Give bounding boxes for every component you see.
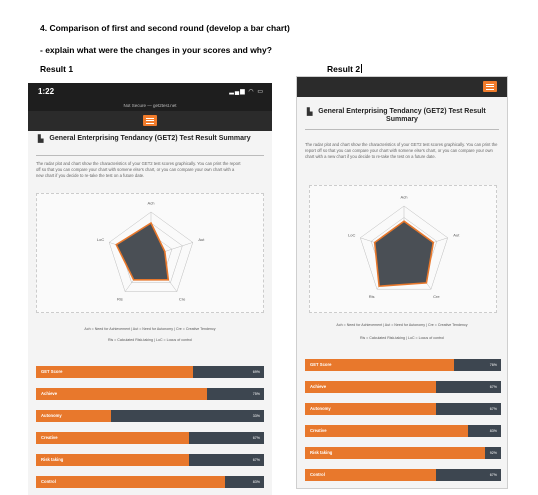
score-bar-label: Achieve <box>41 391 58 396</box>
radar-label-ach: Ach <box>401 195 408 200</box>
radar-score-polygon <box>115 221 170 281</box>
score-bar-row: GET Score 76% <box>305 359 501 371</box>
phone-status-bar: 1:22 ▂▄▆ ◠ ▭ <box>28 83 272 101</box>
score-bar-percent: 67% <box>489 472 497 477</box>
score-bar-percent: 76% <box>489 362 497 367</box>
radar-plot: Ach Aut Cre Ris LoC <box>97 201 205 302</box>
intro-text: The radar plot and chart show the charac… <box>36 161 241 178</box>
score-bar-label: Control <box>310 472 325 477</box>
radar-chart: Ach Aut Cre Ris LoC <box>309 185 497 313</box>
result2-label: Result 2 <box>327 64 363 74</box>
score-bar-percent: 67% <box>252 435 260 440</box>
score-bar-percent: 67% <box>252 457 260 462</box>
score-bar-label: Risk taking <box>310 450 333 455</box>
hamburger-menu-icon[interactable] <box>483 81 497 92</box>
radar-label-loc: LoC <box>348 233 355 238</box>
score-bar-label: Creative <box>310 428 327 433</box>
legend-line-2: Ris = Calculated Risk-taking | LoC = Loc… <box>359 336 445 340</box>
radar-label-ris: Ris <box>117 296 123 301</box>
radar-grid-ring <box>360 205 448 290</box>
site-top-bar <box>28 111 272 131</box>
result1-screenshot: 1:22 ▂▄▆ ◠ ▭ Not Secure — get2test.net ▙… <box>28 83 272 495</box>
signal-wifi-battery-icon: ▂▄▆ ◠ ▭ <box>229 89 264 95</box>
score-bar-percent: 33% <box>252 413 260 418</box>
text-cursor <box>361 64 363 73</box>
radar-chart: Ach Aut Cre Ris LoC <box>36 193 264 313</box>
score-bar-fill <box>36 410 112 422</box>
score-bar-label: Risk taking <box>41 457 64 462</box>
score-bar-row: Autonomy 67% <box>305 403 501 415</box>
chart-logo-icon: ▙ <box>38 136 44 143</box>
score-bar-row: Autonomy 33% <box>36 410 264 422</box>
radar-label-ach: Ach <box>148 201 155 206</box>
status-time: 1:22 <box>38 87 55 96</box>
radar-grid-ring <box>108 211 194 292</box>
score-bar-label: Control <box>41 479 56 484</box>
divider <box>305 129 499 130</box>
page-title: ▙ General Enterprising Tendancy (GET2) Te… <box>307 108 486 123</box>
score-bar-row: Achieve 67% <box>305 381 501 393</box>
score-bar-fill <box>36 388 207 400</box>
score-bar-row: Creative 83% <box>305 425 501 437</box>
score-bar-label: Autonomy <box>41 413 62 418</box>
question-heading: 4. Comparison of first and second round … <box>40 23 290 33</box>
score-bar-label: GET Score <box>310 362 332 367</box>
browser-url-bar[interactable]: Not Secure — get2test.net <box>28 101 272 111</box>
radar-label-cre: Cre <box>179 296 186 301</box>
score-bar-label: Creative <box>41 435 58 440</box>
score-bar-percent: 92% <box>489 450 497 455</box>
score-bar-row: Achieve 75% <box>36 388 264 400</box>
score-bar-label: Achieve <box>310 384 327 389</box>
score-bar-percent: 83% <box>489 428 497 433</box>
score-bar-row: Risk taking 92% <box>305 447 501 459</box>
page-title: ▙ General Enterprising Tendancy (GET2) Te… <box>38 135 251 143</box>
chart-logo-icon: ▙ <box>307 109 313 116</box>
score-bar-fill <box>36 366 194 378</box>
radar-label-ris: Ris <box>369 294 375 299</box>
score-bar-fill <box>305 469 437 481</box>
intro-text: The radar plot and chart show the charac… <box>305 142 498 159</box>
legend-line-1: Ach = Need for Achievement | Aut = Need … <box>84 327 216 331</box>
score-bar-row: Control 83% <box>36 476 264 488</box>
legend-line-1: Ach = Need for Achievement | Aut = Need … <box>336 323 468 327</box>
result1-label: Result 1 <box>40 64 74 74</box>
score-bar-fill <box>305 425 468 437</box>
score-bar-percent: 83% <box>252 479 260 484</box>
score-bar-label: Autonomy <box>310 406 331 411</box>
score-bar-fill <box>305 359 454 371</box>
score-bar-row: Control 67% <box>305 469 501 481</box>
score-bar-percent: 67% <box>489 384 497 389</box>
score-bar-row: Creative 67% <box>36 432 264 444</box>
site-top-bar <box>297 77 507 97</box>
hamburger-menu-icon[interactable] <box>143 115 157 126</box>
radar-label-cre: Cre <box>433 294 440 299</box>
score-bar-fill <box>36 476 226 488</box>
radar-label-aut: Aut <box>453 233 460 238</box>
score-bar-fill <box>305 381 437 393</box>
score-bar-fill <box>36 432 189 444</box>
radar-label-loc: LoC <box>97 237 104 242</box>
radar-plot: Ach Aut Cre Ris LoC <box>348 195 460 299</box>
score-bar-fill <box>305 447 486 459</box>
legend-line-2: Ris = Calculated Risk-taking | LoC = Loc… <box>107 338 193 342</box>
radar-label-aut: Aut <box>198 237 205 242</box>
score-bar-label: GET Score <box>41 369 63 374</box>
score-bar-percent: 69% <box>252 369 260 374</box>
score-bar-row: Risk taking 67% <box>36 454 264 466</box>
result2-screenshot: ▙ General Enterprising Tendancy (GET2) Te… <box>296 76 508 489</box>
score-bar-percent: 67% <box>489 406 497 411</box>
divider <box>36 155 264 156</box>
score-bar-fill <box>36 454 189 466</box>
score-bar-row: GET Score 69% <box>36 366 264 378</box>
score-bar-percent: 75% <box>252 391 260 396</box>
question-instruction: - explain what were the changes in your … <box>40 45 272 55</box>
score-bar-fill <box>305 403 437 415</box>
radar-score-polygon <box>373 220 435 288</box>
